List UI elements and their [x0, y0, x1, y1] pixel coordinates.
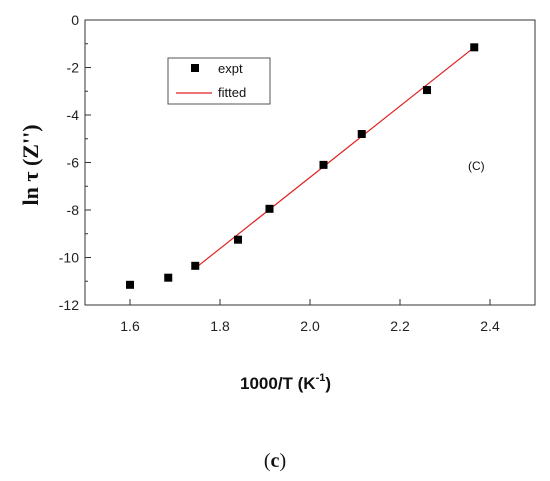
- y-axis-label: ln τ (Z''): [18, 124, 43, 205]
- y-tick-label: -2: [67, 60, 80, 76]
- x-tick-label: 2.4: [480, 318, 500, 334]
- expt-point: [164, 273, 173, 282]
- x-axis-label: 1000/T (K-1): [240, 372, 331, 393]
- y-tick-label: -4: [67, 107, 80, 123]
- y-tick-label: -6: [67, 155, 80, 171]
- x-axis: 1.6 1.8 2.0 2.2 2.4: [120, 299, 500, 334]
- legend: expt fitted: [167, 57, 271, 105]
- x-tick-label: 2.0: [300, 318, 320, 334]
- expt-point: [126, 280, 134, 289]
- caption-letter: c: [271, 450, 280, 472]
- x-tick-label: 2.2: [390, 318, 410, 334]
- expt-point: [191, 261, 200, 270]
- legend-fitted-label: fitted: [218, 85, 246, 100]
- caption-close: ): [279, 450, 286, 472]
- legend-expt-label: expt: [218, 61, 243, 76]
- expt-point: [319, 160, 328, 169]
- expt-point: [265, 204, 274, 213]
- legend-box: [167, 57, 271, 105]
- panel-annotation: (C): [468, 159, 485, 173]
- x-axis-label-sup: -1: [316, 372, 326, 384]
- expt-point: [470, 43, 479, 52]
- y-tick-label: -8: [67, 202, 80, 218]
- figure-caption: (c): [264, 450, 286, 472]
- y-axis: 0 -2 -4 -6 -8 -10 -12: [59, 12, 91, 313]
- legend-expt-marker: [191, 64, 199, 72]
- y-tick-label: 0: [71, 12, 79, 28]
- caption-open: (: [264, 450, 271, 472]
- series-layer: [126, 43, 479, 289]
- expt-point: [357, 130, 366, 138]
- expt-point: [234, 235, 242, 244]
- y-tick-label: -10: [59, 250, 79, 266]
- x-axis-label-close: ): [325, 374, 331, 393]
- y-tick-label: -12: [59, 297, 79, 313]
- x-axis-label-main: 1000/T (K: [240, 374, 316, 393]
- fitted-line: [194, 46, 475, 269]
- x-tick-label: 1.8: [210, 318, 230, 334]
- expt-point: [423, 86, 431, 95]
- x-tick-label: 1.6: [120, 318, 140, 334]
